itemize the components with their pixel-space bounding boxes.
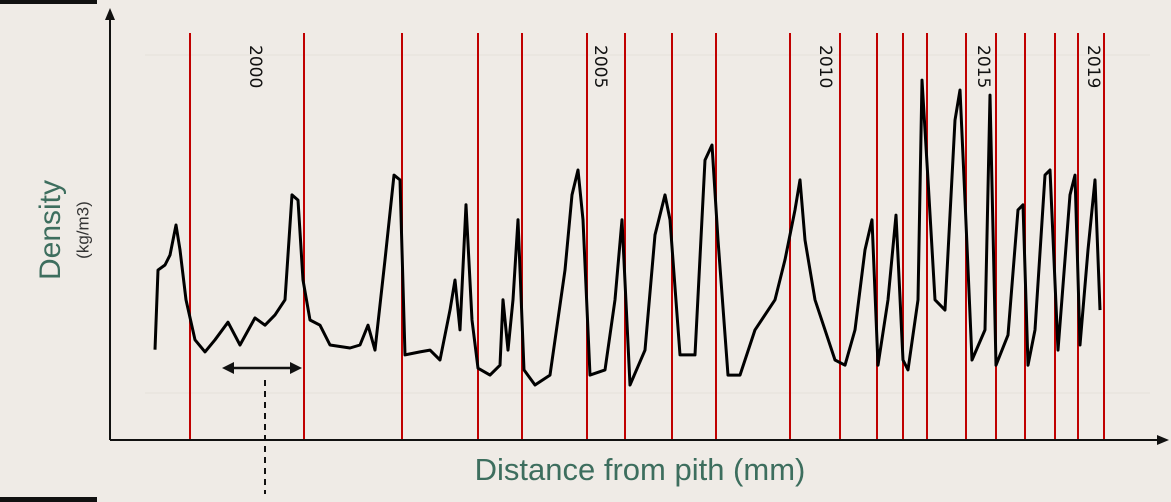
arrow-head — [222, 362, 234, 374]
corner-bar — [0, 0, 97, 4]
x-axis-arrow — [1157, 435, 1169, 445]
y-axis-arrow — [105, 8, 115, 20]
density-line — [153, 78, 1102, 387]
year-label: 2005 — [590, 45, 610, 88]
y-axis-unit: (kg/m3) — [73, 201, 92, 259]
year-label: 2000 — [245, 45, 265, 88]
year-label: 2015 — [973, 45, 993, 88]
year-label: 2010 — [815, 45, 835, 88]
plot — [153, 78, 1102, 387]
corner-bar — [0, 497, 97, 502]
x-axis-label: Distance from pith (mm) — [475, 452, 806, 487]
y-axis-label: Density — [34, 180, 67, 280]
year-label: 2019 — [1083, 45, 1103, 88]
arrow-head — [290, 362, 302, 374]
